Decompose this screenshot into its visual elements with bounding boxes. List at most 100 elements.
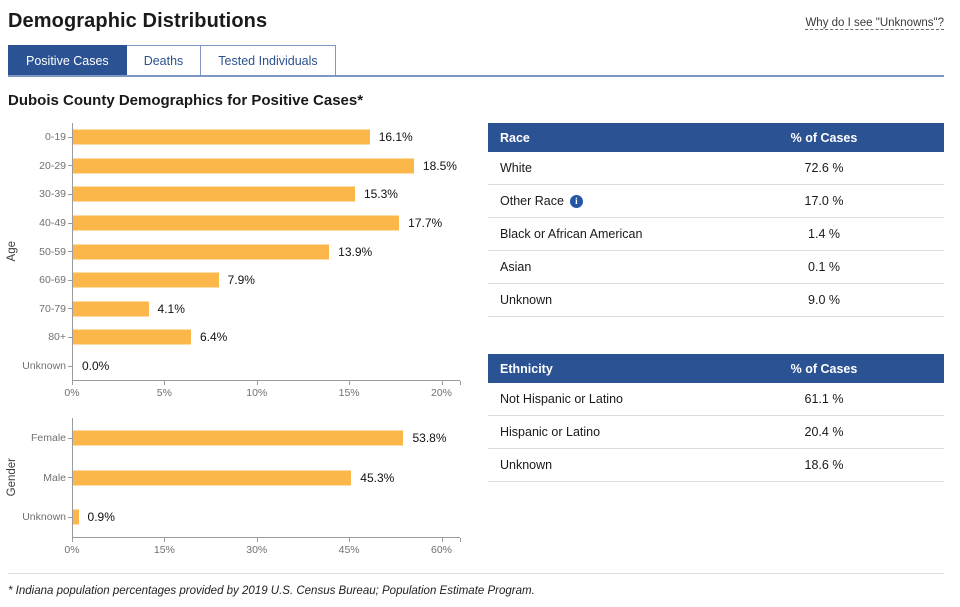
category-label: 40-49 (39, 217, 66, 230)
table-row-unknown: Unknown 9.0 % (488, 284, 944, 317)
row-value: 18.6 % (804, 458, 844, 472)
chart-row-unknown: Unknown 0.9% (22, 497, 460, 537)
bar-value-label: 45.3% (360, 470, 395, 485)
x-axis-end-tick (460, 381, 461, 386)
bar-0-19 (73, 129, 370, 145)
chart-row-70-79: 70-79 4.1% (22, 294, 460, 324)
chart-row-male: Male 45.3% (22, 457, 460, 498)
x-axis-tick-label: 45% (338, 543, 360, 556)
bar-value-label: 16.1% (378, 130, 413, 145)
category-label: Unknown (22, 360, 66, 373)
why-unknowns-link[interactable]: Why do I see "Unknowns"? (805, 17, 944, 30)
x-axis-tick (441, 537, 443, 542)
x-axis-tick-label: 15% (338, 387, 360, 400)
row-label: Unknown (500, 458, 716, 472)
gender-x-axis: 0% 15% 30% 45% 60% (64, 536, 461, 559)
row-label: Other Race i (500, 194, 716, 208)
category-tick-mark (68, 437, 72, 439)
row-label-text: Unknown (500, 458, 553, 472)
age-axis-label: Age (6, 241, 18, 262)
x-axis-tick-label: 5% (156, 387, 172, 400)
chart-row-60-69: 60-69 7.9% (22, 265, 460, 295)
row-value: 1.4 % (808, 227, 840, 241)
bar-unknown (73, 509, 79, 525)
table-row-unknown: Unknown 18.6 % (488, 449, 944, 482)
tab-bar: Positive Cases Deaths Tested Individuals (8, 45, 944, 77)
bar-value-label: 17.7% (408, 216, 443, 231)
chart-row-0-19: 0-19 16.1% (22, 123, 460, 152)
info-icon[interactable]: i (569, 194, 583, 208)
category-label: 70-79 (39, 302, 66, 315)
category-tick-mark (68, 516, 72, 518)
race-table: Race % of Cases White 72.6 % Other Race i 17.0… (488, 123, 944, 317)
main-content: Age 0-19 16.1% 20-29 18.5% 30-39 15.3% 40-49 17.… (6, 123, 944, 559)
table-row-other-race: Other Race i 17.0 % (488, 185, 944, 218)
category-tick-mark (68, 308, 72, 310)
row-value: 72.6 % (804, 161, 844, 175)
bar-80- (73, 329, 191, 345)
category-label: 0-19 (44, 131, 66, 144)
category-label: 50-59 (39, 245, 66, 258)
page-title: Demographic Distributions (8, 10, 268, 32)
x-axis-tick (441, 381, 443, 386)
ethnicity-table-header: Ethnicity % of Cases (488, 354, 944, 383)
x-axis-tick-label: 0% (64, 387, 80, 400)
bar-value-label: 4.1% (157, 301, 185, 316)
header-category-label: Ethnicity (500, 361, 553, 376)
row-label-text: Black or African American (500, 227, 643, 241)
chart-row-female: Female 53.8% (22, 418, 460, 458)
x-axis-tick (164, 381, 166, 386)
category-tick-mark (68, 251, 72, 253)
bar-40-49 (73, 215, 400, 231)
row-label: Black or African American (500, 227, 716, 241)
category-label: 80+ (48, 331, 66, 344)
row-label-text: Other Race (500, 194, 564, 208)
tab-tested-individuals[interactable]: Tested Individuals (201, 45, 336, 75)
category-tick-mark (68, 477, 72, 479)
bar-value-label: 15.3% (363, 187, 398, 202)
bar-female (73, 430, 404, 446)
bar-30-39 (73, 186, 355, 202)
bar-value-label: 18.5% (422, 158, 457, 173)
chart-row-unknown: Unknown 0.0% (22, 351, 460, 381)
row-value: 9.0 % (808, 293, 840, 307)
tab-deaths[interactable]: Deaths (126, 45, 202, 75)
bar-value-label: 7.9% (227, 273, 255, 288)
tab-positive-cases[interactable]: Positive Cases (8, 45, 127, 75)
row-value: 61.1 % (804, 392, 844, 406)
x-axis-tick (256, 381, 258, 386)
row-label-text: Hispanic or Latino (500, 425, 601, 439)
bar-value-label: 0.9% (87, 510, 115, 525)
category-label: Male (43, 471, 66, 484)
row-value: 20.4 % (804, 425, 844, 439)
row-value: 0.1 % (808, 260, 840, 274)
top-bar: Demographic Distributions Why do I see "… (8, 8, 944, 33)
category-label: Unknown (22, 511, 66, 524)
x-axis-tick (72, 537, 73, 542)
category-label: 60-69 (39, 274, 66, 287)
x-axis-tick-label: 15% (153, 543, 175, 556)
chart-row-50-59: 50-59 13.9% (22, 237, 460, 266)
age-bar-chart: Age 0-19 16.1% 20-29 18.5% 30-39 15.3% 40-49 17.… (6, 123, 461, 402)
row-label-text: Not Hispanic or Latino (500, 392, 623, 406)
table-row-hispanic-or-latino: Hispanic or Latino 20.4 % (488, 416, 944, 449)
table-row-asian: Asian 0.1 % (488, 251, 944, 284)
chart-row-80-: 80+ 6.4% (22, 323, 460, 352)
chart-row-40-49: 40-49 17.7% (22, 208, 460, 238)
x-axis-tick (72, 381, 73, 386)
x-axis-tick-label: 20% (431, 387, 453, 400)
table-row-not-hispanic-or-latino: Not Hispanic or Latino 61.1 % (488, 383, 944, 416)
chart-row-20-29: 20-29 18.5% (22, 151, 460, 181)
category-tick-mark (68, 336, 72, 338)
table-row-black-or-african-american: Black or African American 1.4 % (488, 218, 944, 251)
bar-value-label: 6.4% (199, 330, 228, 345)
category-tick-mark (68, 222, 72, 224)
table-row-white: White 72.6 % (488, 152, 944, 185)
x-axis-tick (256, 537, 258, 542)
bar-value-label: 0.0% (82, 359, 110, 374)
gender-axis-label: Gender (6, 458, 18, 497)
category-label: 20-29 (39, 159, 66, 172)
tables-column: Race % of Cases White 72.6 % Other Race i 17.0… (488, 123, 944, 559)
category-tick-mark (68, 165, 72, 167)
x-axis-tick (349, 537, 351, 542)
